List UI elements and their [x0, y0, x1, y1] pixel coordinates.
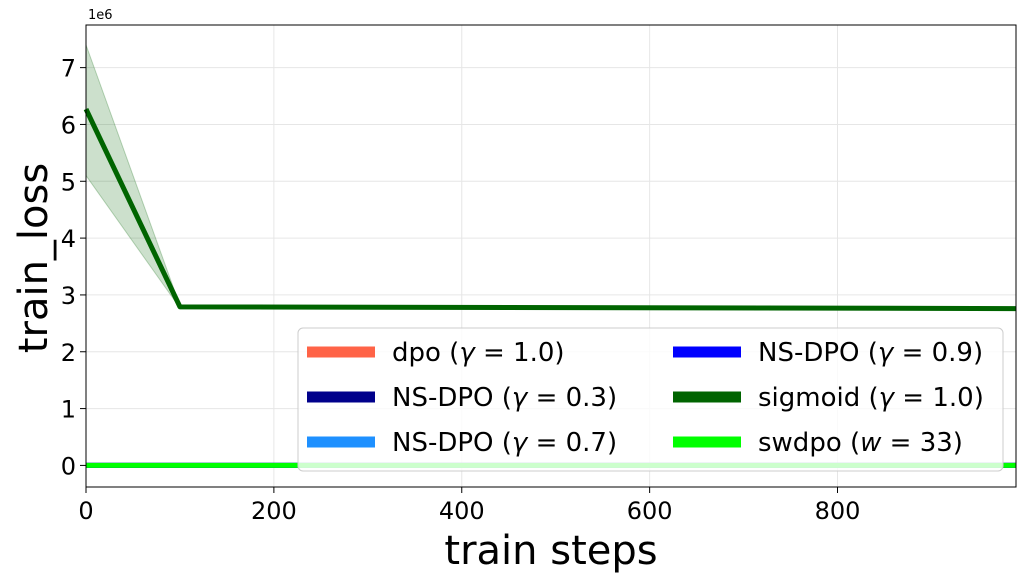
x-tick-label: 200 — [251, 497, 297, 525]
legend-label-prefix: swdpo ( — [758, 428, 860, 458]
legend-label-prefix: NS-DPO ( — [758, 338, 878, 368]
legend-label-value: = 0.9) — [893, 338, 983, 368]
legend-label: dpo (γ = 1.0) — [392, 338, 565, 368]
y-axis-label: train_loss — [11, 163, 57, 353]
legend: dpo (γ = 1.0)NS-DPO (γ = 0.3)NS-DPO (γ =… — [297, 327, 1004, 472]
legend-label-symbol: γ — [459, 338, 476, 368]
legend-label: NS-DPO (γ = 0.9) — [758, 338, 983, 368]
x-tick-label: 400 — [439, 497, 485, 525]
x-tick-label: 800 — [815, 497, 861, 525]
series-line — [83, 108, 1017, 312]
legend-label-value: = 33) — [881, 428, 963, 458]
x-tick-label: 600 — [627, 497, 673, 525]
legend-label: sigmoid (γ = 1.0) — [758, 383, 984, 413]
legend-label: NS-DPO (γ = 0.3) — [392, 383, 617, 413]
y-tick-label: 6 — [61, 111, 76, 139]
legend-label-symbol: γ — [879, 383, 896, 413]
plot-frame — [85, 24, 1017, 488]
legend-label: NS-DPO (γ = 0.7) — [392, 428, 617, 458]
x-tick-label: 0 — [78, 497, 93, 525]
legend-label-symbol: γ — [512, 383, 529, 413]
legend-label-symbol: γ — [878, 338, 895, 368]
legend-label-value: = 0.7) — [527, 428, 617, 458]
y-tick-label: 7 — [61, 55, 76, 83]
y-tick-label: 4 — [61, 225, 76, 253]
legend-label-symbol: w — [860, 428, 882, 458]
legend-label-prefix: NS-DPO ( — [392, 428, 512, 458]
y-tick-label: 5 — [61, 168, 76, 196]
y-tick-label: 2 — [61, 339, 76, 367]
legend-label-value: = 1.0) — [894, 383, 984, 413]
confidence-band — [85, 44, 1017, 310]
legend-box — [297, 327, 1004, 472]
y-offset-label: 1e6 — [88, 8, 113, 23]
y-tick-label: 3 — [61, 282, 76, 310]
legend-label: swdpo (w = 33) — [758, 428, 963, 458]
axis-ticks: 0 200 400 600 800 0 1 2 3 4 5 6 7 — [61, 55, 861, 525]
legend-label-prefix: NS-DPO ( — [392, 383, 512, 413]
y-tick-label: 1 — [61, 396, 76, 424]
legend-label-prefix: sigmoid ( — [758, 383, 879, 413]
legend-label-value: = 1.0) — [475, 338, 565, 368]
x-axis-label: train steps — [444, 528, 657, 574]
legend-label-prefix: dpo ( — [392, 338, 459, 368]
legend-label-value: = 0.3) — [527, 383, 617, 413]
legend-label-symbol: γ — [512, 428, 529, 458]
confidence-bands — [85, 44, 1017, 310]
y-tick-label: 0 — [61, 452, 76, 480]
